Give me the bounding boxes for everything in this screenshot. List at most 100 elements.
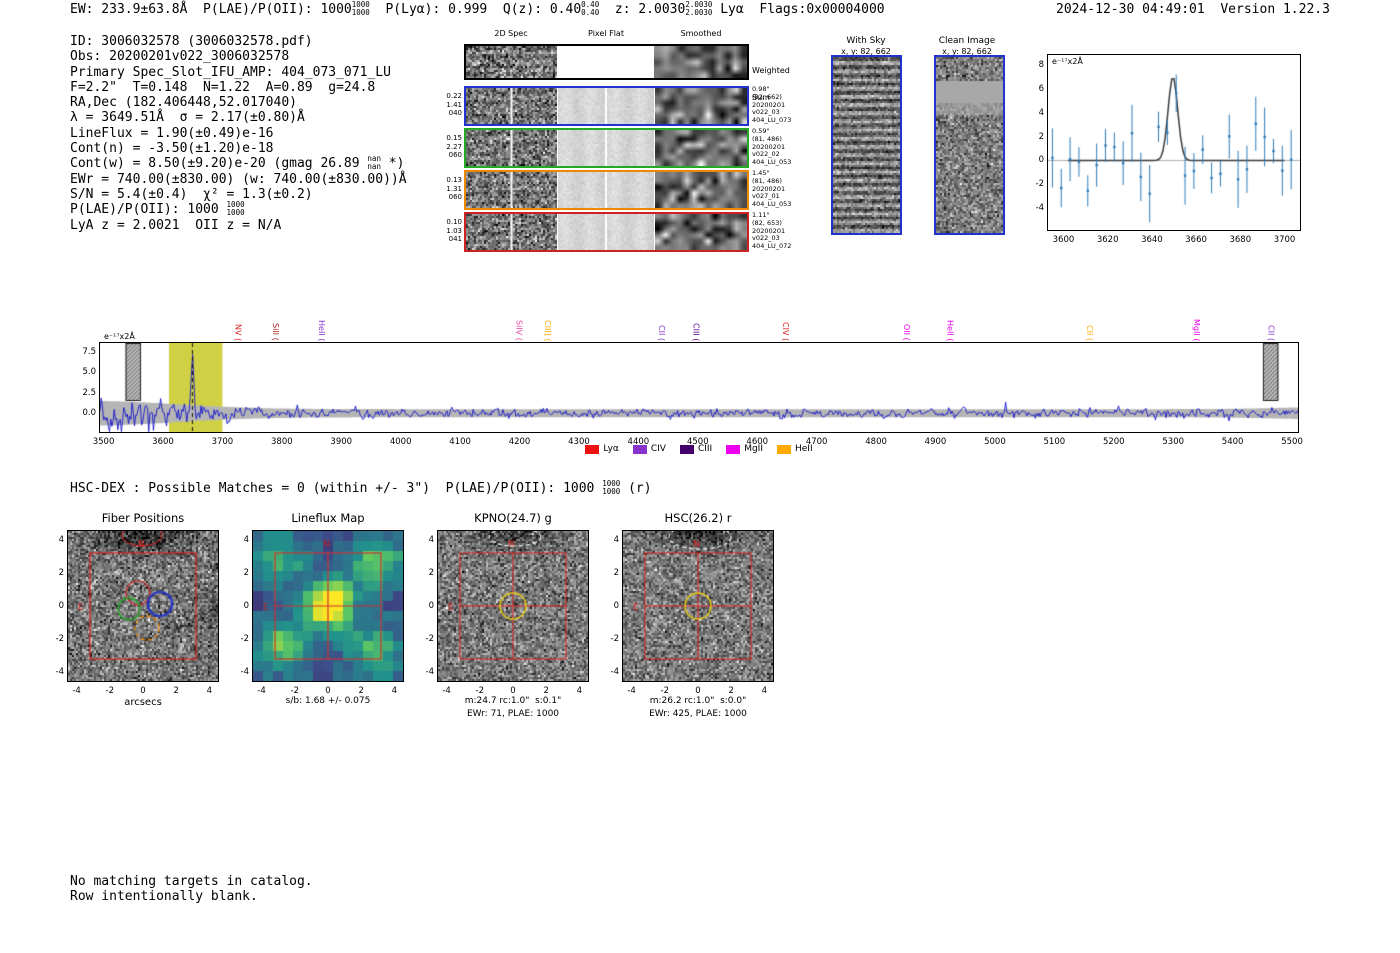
detection-summary-block: ID: 3006032578 (3006032578.pdf) Obs: 202… (70, 34, 407, 233)
linefit-xtick-label: 3700 (1273, 235, 1296, 245)
plae-fraction-2: 1000 1000 (226, 200, 245, 217)
panel-caption: EWr: 71, PLAE: 1000 (466, 709, 560, 719)
panel-xlabel: arcsecs (124, 697, 162, 708)
panel-xtick-label: -4 (257, 686, 266, 696)
with-sky-title: With Sky (846, 36, 886, 46)
weighted-sum-row (464, 44, 749, 80)
spec2d-row: 0.13 1.31 060 1.45" (81, 486) 20200201 v027_01… (446, 169, 791, 210)
header-plya: P(Lyα): 0.999 Q(z): 0.40 (369, 2, 582, 17)
panel-ytick-label: -4 (610, 667, 619, 678)
spectrum-xtick-label: 4300 (568, 437, 590, 447)
z-fraction: 2.0030 2.0030 (685, 0, 713, 17)
legend-label: MgII (744, 444, 763, 454)
panel-ytick-label: 0 (58, 601, 64, 611)
legend-label: CIII (697, 444, 713, 454)
spectrum-ylabel: e⁻¹⁷x2Å (104, 332, 135, 341)
panel-lineflux-image (252, 530, 404, 682)
qz-fraction: 0.40 0.40 (581, 0, 600, 17)
panel-ytick-label: 4 (243, 534, 249, 545)
spectrum-xtick-label: 5100 (1043, 437, 1066, 447)
spec2d-row: 0.22 1.41 040 0.98" (82, 662) 20200201 v022_03… (446, 85, 791, 126)
legend-label: HeII (794, 444, 813, 454)
summary-line-seeing: F=2.2" T=0.148 N=1.22 A=0.89 g=24.8 (70, 79, 376, 95)
spectrum-xtick-label: 4400 (627, 437, 650, 447)
panel-ytick-label: -4 (425, 667, 434, 678)
weighted-sum-smoothed-image (654, 46, 747, 78)
spec2d-smoothed-image (655, 88, 747, 124)
legend-item: MgII (726, 444, 763, 454)
panel-ytick-label: 2 (243, 567, 249, 578)
spec2d-smoothed-image (655, 172, 747, 208)
spectrum-xtick-label: 4700 (805, 437, 828, 447)
panel-title: KPNO(24.7) g (474, 511, 552, 525)
emission-line-label: SiII ( (270, 323, 280, 341)
full-spectrum-plot (99, 342, 1299, 433)
panel-ytick-label: 2 (428, 567, 434, 578)
weighted-sum-label: Weighted Sum (752, 66, 790, 102)
linefit-xtick-label: 3600 (1052, 235, 1075, 245)
spec2d-pixelflat-image (558, 130, 654, 166)
panel-ytick-label: 4 (428, 534, 434, 545)
panel-ytick-label: 0 (243, 601, 249, 611)
emission-line-label: CII ( (657, 325, 667, 341)
legend-item: CIII (679, 444, 713, 454)
plae-fraction: 1000 1000 (351, 0, 370, 17)
panel-xtick-label: -4 (627, 686, 636, 696)
spec2d-row-weights: 0.10 1.03 041 (446, 218, 462, 243)
legend-label: Lyα (603, 444, 619, 454)
panel-xtick-label: -2 (660, 686, 670, 696)
panel-ytick-label: -2 (240, 634, 249, 645)
emission-line-label: CIII] ( (543, 319, 553, 341)
legend-swatch (632, 444, 647, 454)
summary-line-contn: Cont(n) = -3.50(±1.20)e-18 (70, 141, 274, 157)
panel-xtick-label: 0 (695, 686, 701, 696)
legend-label: CIV (650, 444, 666, 454)
legend-item: CIV (632, 444, 666, 454)
col-header-pixelflat: Pixel Flat (588, 29, 624, 38)
panel-title: Fiber Positions (101, 511, 185, 525)
summary-line-redshifts: LyA z = 2.0021 OII z = N/A (70, 217, 282, 233)
panel-xtick-label: -4 (72, 686, 81, 696)
spectrum-ytick-label: 2.5 (82, 387, 96, 398)
panel-ytick-label: 2 (58, 567, 64, 578)
spec2d-row-weights: 0.13 1.31 060 (446, 176, 462, 201)
emission-line-label: MgII ( (1191, 318, 1201, 341)
spec2d-pixelflat-image (558, 214, 654, 250)
panel-xtick-label: 2 (358, 686, 364, 696)
spectrum-xtick-label: 3800 (271, 437, 293, 447)
line-fit-plot (1047, 54, 1301, 231)
clean-image-coords: x, y: 82, 662 (942, 47, 992, 56)
spectrum-xtick-label: 3700 (211, 437, 234, 447)
panel-caption: EWr: 425, PLAE: 1000 (649, 709, 747, 719)
emission-line-label: HeII ( (317, 319, 327, 341)
footer-no-matches: No matching targets in catalog. (70, 874, 313, 889)
legend-swatch (585, 444, 600, 454)
panel-caption: m:26.2 rc:1.0" s:0.0" (649, 696, 747, 706)
linefit-ytick-label: -2 (1035, 179, 1044, 190)
spectrum-xtick-label: 5300 (1162, 437, 1185, 447)
panel-ytick-label: 0 (613, 601, 619, 611)
header-timestamp-version: 2024-12-30 04:49:01 Version 1.22.3 (1056, 2, 1330, 17)
panel-ytick-label: 4 (613, 534, 619, 545)
spec2d-row-weights: 0.15 2.27 060 (446, 134, 462, 159)
emission-line-label: OII ( (901, 324, 911, 341)
summary-line-radec: RA,Dec (182.406448,52.017040) (70, 95, 297, 111)
spectrum-ytick-label: 7.5 (82, 346, 96, 357)
panel-caption: s/b: 1.68 +/- 0.075 (285, 696, 371, 706)
panel-fibers-image (67, 530, 219, 682)
linefit-ytick-label: 2 (1038, 131, 1044, 142)
panel-ytick-label: -2 (425, 634, 434, 645)
panel-xtick-label: 4 (391, 686, 398, 696)
spectrum-xtick-label: 4100 (449, 437, 471, 447)
panel-title: Lineflux Map (291, 511, 365, 525)
spec2d-pixelflat-image (558, 172, 654, 208)
weighted-sum-2dspec-image (466, 46, 557, 78)
header-ew: EW: 233.9±63.8Å P(LAE)/P(OII): 1000 (70, 2, 352, 17)
panel-ytick-label: -2 (610, 634, 619, 645)
summary-line-lineflux: LineFlux = 1.90(±0.49)e-16 (70, 125, 274, 141)
with-sky-coords: x, y: 82, 662 (841, 47, 891, 56)
spec2d-row-info: 0.59" (81, 486) 20200201 v022_02 404_LU_053 (752, 127, 792, 167)
linefit-ytick-label: 0 (1038, 155, 1044, 166)
panel-xtick-label: -2 (290, 686, 300, 696)
spectrum-xtick-label: 4900 (924, 437, 947, 447)
